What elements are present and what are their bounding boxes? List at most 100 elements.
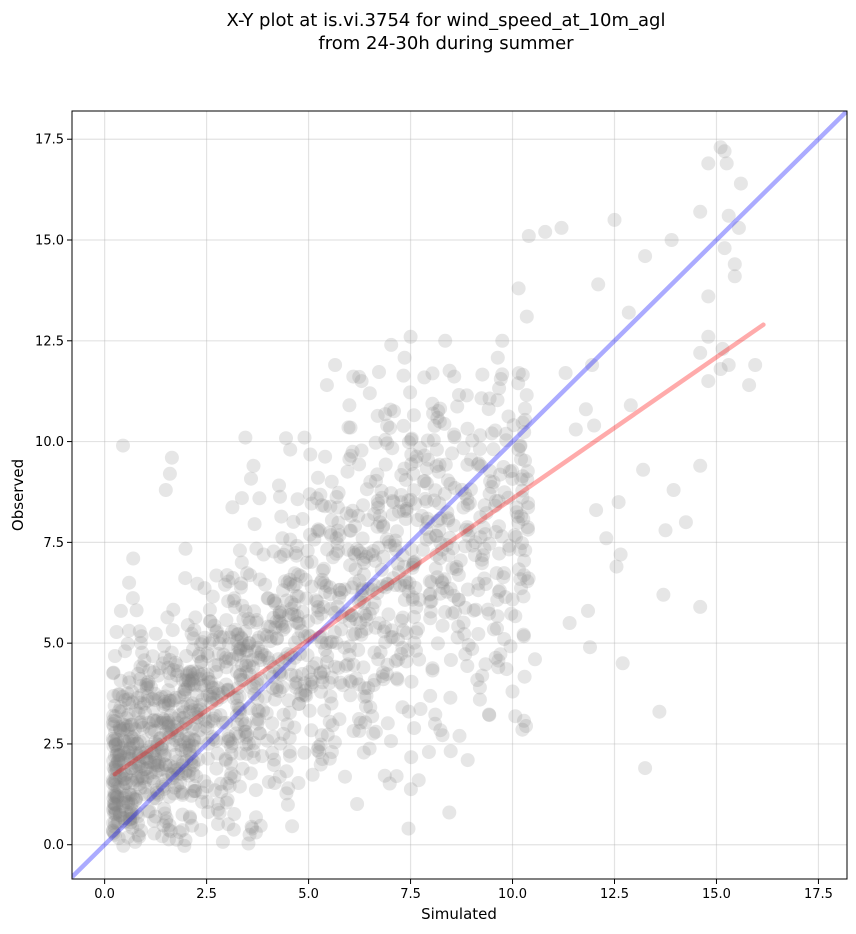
regression-lines: [72, 111, 847, 879]
data-point: [425, 396, 440, 411]
data-point: [323, 587, 338, 602]
data-point: [431, 404, 446, 418]
data-point: [146, 774, 161, 789]
data-point: [178, 717, 193, 731]
data-point: [215, 834, 230, 849]
data-point: [343, 420, 358, 435]
data-point: [248, 825, 263, 840]
data-point: [185, 673, 199, 688]
data-point: [363, 474, 378, 489]
data-point: [125, 591, 140, 606]
data-point: [286, 514, 301, 529]
data-point: [384, 734, 398, 749]
data-point: [108, 807, 123, 821]
data-point: [428, 716, 442, 731]
data-point: [206, 692, 220, 706]
data-point: [461, 528, 476, 543]
data-point: [287, 650, 302, 665]
data-point: [505, 592, 520, 607]
data-point: [367, 645, 382, 660]
data-point: [194, 637, 208, 652]
data-point: [151, 758, 166, 773]
data-point: [356, 498, 370, 513]
data-point: [211, 646, 226, 661]
data-point: [152, 731, 167, 746]
data-point: [289, 615, 304, 630]
data-point: [355, 583, 370, 598]
data-point: [155, 778, 170, 792]
data-point: [159, 811, 174, 826]
data-point: [272, 608, 287, 623]
data-point: [182, 705, 197, 720]
data-point: [229, 708, 244, 723]
data-point: [337, 582, 352, 597]
data-point: [290, 492, 305, 507]
data-point: [189, 710, 204, 725]
data-point: [236, 673, 251, 687]
data-point: [234, 555, 249, 570]
data-point: [265, 745, 280, 760]
data-point: [367, 595, 382, 610]
data-point: [111, 753, 126, 768]
data-point: [428, 528, 443, 543]
data-point: [112, 720, 127, 735]
data-point: [139, 677, 154, 692]
data-point: [397, 578, 412, 593]
data-point: [168, 747, 183, 762]
data-point: [231, 627, 246, 642]
data-point: [250, 673, 265, 688]
data-point: [272, 664, 287, 679]
data-point: [373, 515, 388, 530]
data-point: [209, 625, 224, 640]
data-point: [384, 337, 399, 352]
data-point: [303, 447, 318, 462]
data-point: [371, 496, 386, 511]
data-point: [678, 515, 693, 530]
data-point: [108, 772, 123, 786]
data-point: [135, 660, 150, 675]
data-point: [323, 689, 338, 704]
data-point: [375, 579, 390, 594]
data-point: [119, 795, 134, 810]
data-point: [226, 593, 241, 608]
data-point: [124, 761, 139, 776]
data-point: [282, 730, 297, 745]
data-point: [272, 605, 287, 620]
data-point: [378, 635, 393, 650]
data-point: [291, 589, 306, 604]
data-point: [329, 490, 344, 504]
data-point: [297, 629, 312, 644]
data-point: [383, 420, 397, 435]
data-point: [249, 541, 264, 556]
data-point: [148, 626, 163, 641]
data-point: [252, 726, 267, 741]
data-point: [388, 654, 403, 669]
data-point: [161, 683, 176, 698]
data-point: [451, 592, 466, 607]
data-point: [328, 358, 343, 372]
data-point: [447, 481, 462, 495]
data-point: [233, 641, 248, 656]
data-point: [176, 755, 190, 770]
data-point: [538, 224, 553, 239]
data-point: [165, 722, 180, 737]
data-point: [124, 752, 138, 767]
data-point: [140, 760, 155, 775]
data-point: [517, 713, 531, 728]
data-point: [331, 485, 346, 500]
data-point: [378, 457, 393, 472]
data-point: [121, 795, 135, 809]
data-point: [254, 644, 269, 659]
data-point: [234, 630, 249, 645]
data-point: [194, 823, 209, 837]
data-point: [407, 610, 421, 624]
data-point: [180, 666, 195, 681]
data-point: [374, 483, 389, 498]
data-point: [173, 784, 188, 799]
data-point: [701, 374, 716, 389]
data-point: [110, 780, 125, 794]
data-point: [161, 718, 176, 733]
data-point: [123, 815, 138, 830]
data-point: [406, 556, 421, 571]
